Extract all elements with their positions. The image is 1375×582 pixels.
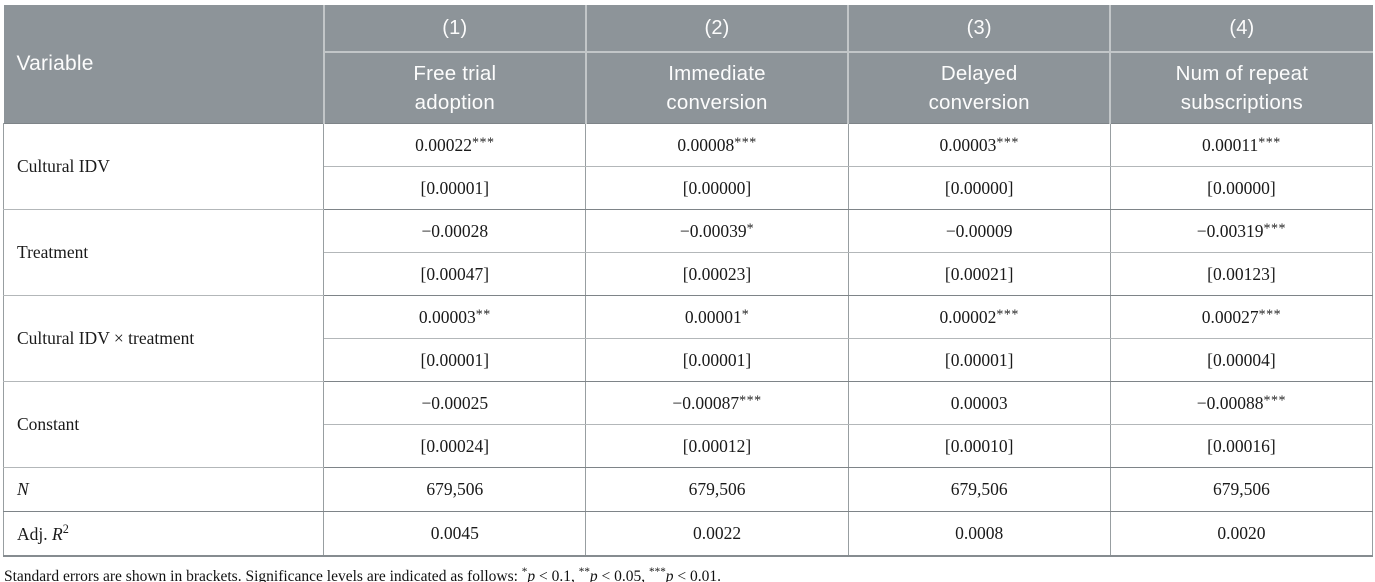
stat-value-cell: 679,506: [585, 467, 849, 512]
stat-value-cell: 0.0022: [585, 511, 849, 557]
model-number-4: (4): [1109, 5, 1373, 52]
column-header-immediate-conversion: Immediate conversion: [584, 51, 849, 124]
coefficient-row: Cultural IDV 0.00022*** 0.00008*** 0.00003*…: [2, 123, 1374, 210]
estimate-cell: −0.00319***: [1109, 209, 1374, 253]
variable-label-cell: Cultural IDV × treatment: [2, 295, 325, 382]
stderr-cell: [0.00021]: [847, 252, 1111, 296]
column-header-num-repeat-subscriptions: Num of repeat subscriptions: [1109, 51, 1373, 124]
stat-label-cell: Adj. R2: [2, 511, 325, 557]
stat-value-cell: 0.0008: [847, 511, 1111, 557]
stderr-cell: [0.00012]: [585, 424, 849, 468]
estimate-cell: −0.00039*: [585, 209, 849, 253]
significance-stars: *: [746, 220, 755, 236]
stat-row: Adj. R2 0.0045 0.0022 0.0008 0.0020: [2, 511, 1374, 557]
stderr-cell: [0.00001]: [323, 338, 587, 382]
estimate-cell: 0.00003***: [847, 123, 1111, 167]
estimate-cell: −0.00088***: [1109, 381, 1374, 425]
model-number-2: (2): [584, 5, 849, 52]
significance-stars: ***: [739, 392, 762, 408]
stderr-cell: [0.00023]: [585, 252, 849, 296]
column-header-delayed-conversion: Delayed conversion: [847, 51, 1111, 124]
estimate-cell: −0.00028: [323, 209, 587, 253]
stat-value-cell: 679,506: [847, 467, 1111, 512]
model-number-row: Variable (1) (2) (3) (4): [3, 5, 1373, 124]
stderr-cell: [0.00010]: [847, 424, 1111, 468]
significance-stars: ***: [996, 306, 1019, 322]
significance-stars: ***: [1258, 134, 1281, 150]
estimate-cell: 0.00003**: [323, 295, 587, 339]
stderr-cell: [0.00047]: [323, 252, 587, 296]
stat-value-cell: 0.0045: [323, 511, 587, 557]
coefficient-row: Treatment −0.00028 −0.00039* −0.00009 −0.003…: [2, 209, 1374, 296]
stderr-cell: [0.00004]: [1109, 338, 1374, 382]
estimate-cell: 0.00008***: [585, 123, 849, 167]
estimate-cell: −0.00009: [847, 209, 1111, 253]
stderr-row: [0.00024] [0.00012] [0.00010] [0.00016]: [4, 424, 1374, 468]
estimate-cell: −0.00025: [323, 381, 587, 425]
model-number-3: (3): [847, 5, 1111, 52]
stderr-row: [0.00001] [0.00001] [0.00001] [0.00004]: [4, 338, 1374, 382]
stat-label-cell: N: [2, 467, 325, 512]
estimate-cell: 0.00003: [847, 381, 1111, 425]
significance-stars: ***: [472, 134, 495, 150]
significance-stars: **: [475, 306, 491, 322]
significance-stars: ***: [734, 134, 757, 150]
stderr-cell: [0.00123]: [1109, 252, 1374, 296]
significance-stars: ***: [1258, 306, 1282, 322]
stderr-cell: [0.00000]: [585, 166, 849, 210]
stderr-cell: [0.00024]: [323, 424, 587, 468]
stderr-cell: [0.00000]: [1109, 166, 1374, 210]
estimate-cell: 0.00001*: [585, 295, 849, 339]
estimate-cell: 0.00002***: [847, 295, 1111, 339]
model-number-1: (1): [322, 5, 586, 52]
stderr-cell: [0.00001]: [585, 338, 849, 382]
significance-stars: ***: [996, 134, 1019, 150]
stat-value-cell: 679,506: [323, 467, 587, 512]
coefficient-row: Constant −0.00025 −0.00087*** 0.00003 −0.000…: [2, 381, 1374, 468]
regression-table: Variable (1) (2) (3) (4) Free trial adop…: [2, 5, 1374, 557]
variable-label-cell: Treatment: [2, 209, 325, 296]
stderr-row: [0.00047] [0.00023] [0.00021] [0.00123]: [4, 252, 1374, 296]
significance-stars: ***: [1263, 220, 1287, 236]
estimate-cell: 0.00011***: [1109, 123, 1374, 167]
stat-value-cell: 0.0020: [1109, 511, 1374, 557]
table-header: Variable (1) (2) (3) (4) Free trial adop…: [3, 5, 1373, 124]
coefficient-row: Cultural IDV × treatment 0.00003** 0.00001…: [2, 295, 1374, 382]
variable-label-cell: Cultural IDV: [2, 123, 325, 210]
stderr-row: [0.00001] [0.00000] [0.00000] [0.00000]: [4, 166, 1374, 210]
table-body: Cultural IDV 0.00022*** 0.00008*** 0.00003*…: [2, 123, 1374, 557]
table-footnote: Standard errors are shown in brackets. S…: [4, 566, 722, 582]
stat-value-cell: 679,506: [1109, 467, 1374, 512]
estimate-cell: −0.00087***: [585, 381, 849, 425]
estimate-cell: 0.00022***: [323, 123, 587, 167]
variable-label-cell: Constant: [2, 381, 325, 468]
column-header-variable: Variable: [3, 5, 324, 124]
estimate-cell: 0.00027***: [1109, 295, 1374, 339]
significance-stars: ***: [1263, 392, 1287, 408]
stderr-cell: [0.00001]: [847, 338, 1111, 382]
stderr-cell: [0.00000]: [847, 166, 1111, 210]
stderr-cell: [0.00001]: [323, 166, 587, 210]
significance-stars: *: [741, 306, 750, 322]
model-label-row: Free trial adoption Immediate conversion…: [4, 51, 1373, 124]
stat-row: N 679,506 679,506 679,506 679,506: [2, 467, 1374, 512]
column-header-free-trial-adoption: Free trial adoption: [322, 51, 586, 124]
stderr-cell: [0.00016]: [1109, 424, 1374, 468]
